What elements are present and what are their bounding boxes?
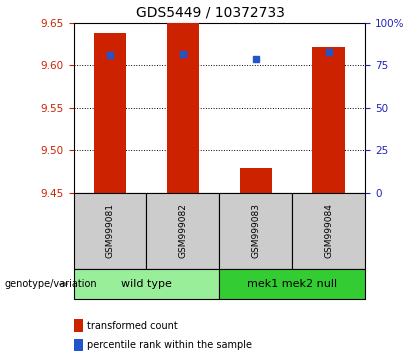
Text: wild type: wild type — [121, 279, 172, 289]
Bar — [167, 23, 200, 193]
Text: transformed count: transformed count — [87, 321, 178, 331]
Text: genotype/variation: genotype/variation — [4, 279, 97, 289]
Text: GSM999084: GSM999084 — [324, 204, 333, 258]
Text: GDS5449 / 10372733: GDS5449 / 10372733 — [136, 5, 284, 19]
Bar — [239, 168, 272, 193]
Text: GSM999083: GSM999083 — [252, 204, 260, 258]
Bar — [94, 33, 126, 193]
Bar — [312, 47, 345, 193]
Text: GSM999081: GSM999081 — [105, 204, 115, 258]
Text: mek1 mek2 null: mek1 mek2 null — [247, 279, 338, 289]
Text: percentile rank within the sample: percentile rank within the sample — [87, 340, 252, 350]
Text: GSM999082: GSM999082 — [178, 204, 187, 258]
